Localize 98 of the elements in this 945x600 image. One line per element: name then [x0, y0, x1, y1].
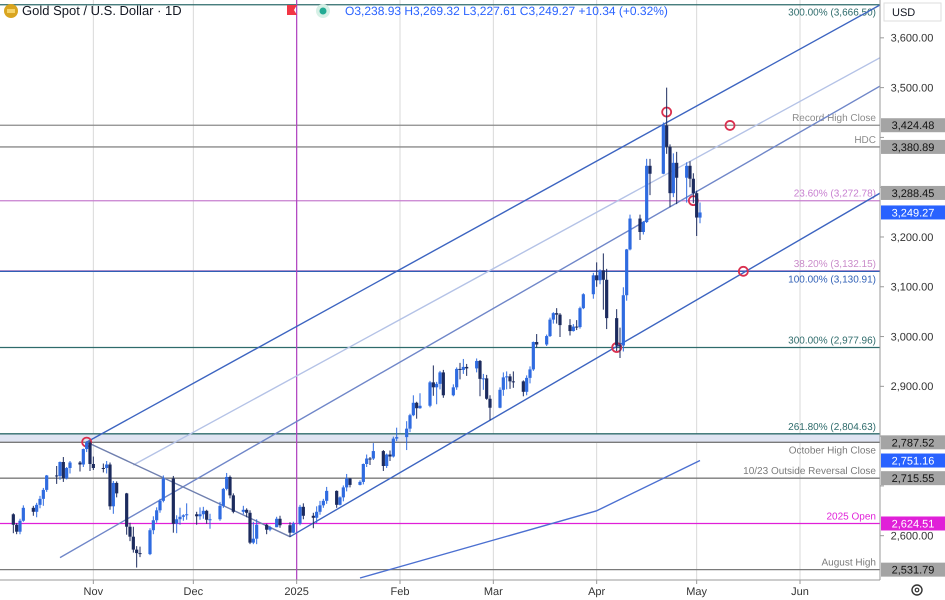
ref-line-label: August High: [822, 558, 876, 569]
candlestick: [462, 358, 465, 374]
candlestick: [508, 373, 512, 390]
candlestick: [302, 502, 305, 520]
point: [81, 436, 92, 448]
text: 2,751.16: [892, 455, 934, 468]
candlestick: [385, 453, 388, 468]
ref-line-label: HDC: [854, 134, 876, 146]
candlestick: [288, 522, 292, 538]
y-tick-label: 3,500.00: [890, 82, 934, 94]
ref-line-label: 38.20% (3,132.15): [794, 258, 876, 270]
candlestick: [522, 380, 525, 397]
x-tick-label: Feb: [390, 586, 410, 598]
candlestick: [325, 486, 328, 504]
candlestick: [388, 450, 392, 462]
candlestick: [115, 480, 118, 498]
ref-line-label: October High Close: [788, 445, 876, 456]
candlestick: [88, 440, 92, 472]
ref-line-label: 2025 Open: [826, 511, 876, 522]
candlestick: [292, 521, 295, 534]
candlestick: [195, 511, 198, 526]
y-tick-label: 3,000.00: [890, 331, 934, 344]
y-tick-label: 3,200.00: [890, 232, 934, 244]
candlestick: [512, 370, 515, 388]
x-tick-label: Jun: [791, 586, 809, 598]
candlestick: [675, 151, 678, 205]
ref-line-label: Record High Close: [792, 113, 876, 124]
point: [724, 120, 736, 131]
candlestick: [105, 460, 108, 474]
candlestick: [482, 373, 485, 390]
candlestick: [55, 465, 58, 484]
candlestick: [198, 506, 202, 520]
annotation: 2,624.51: [892, 518, 934, 530]
point: [611, 342, 622, 353]
candlestick: [698, 202, 702, 224]
candlestick: [595, 262, 598, 288]
candlestick: [428, 380, 432, 408]
candlestick: [475, 358, 478, 373]
candlestick: [335, 490, 338, 508]
chart-title: Gold Spot / U.S. Dollar · 1D: [22, 3, 182, 18]
x-tick-label: 2025: [284, 586, 309, 598]
text: 3,249.27: [892, 207, 934, 220]
ref-line-label: 100.00% (3,130.91): [788, 274, 876, 286]
annotation: 2,715.55: [892, 473, 934, 486]
chart-subtitle: O3,238.93 H3,269.32 L3,227.61 C3,249.27 +10.34 (+0.32%): [345, 4, 668, 18]
candlestick: [648, 158, 652, 196]
candlestick: [312, 512, 315, 529]
candlestick: [382, 450, 385, 472]
ref-line-label: 261.80% (2,804.63): [788, 422, 876, 433]
annotation: 3,424.48: [892, 120, 934, 132]
candlestick: [415, 401, 418, 420]
candlestick: [535, 334, 538, 348]
candlestick: [202, 506, 205, 520]
x-tick-label: Dec: [184, 586, 204, 598]
point: [738, 266, 749, 277]
candlestick: [208, 513, 212, 530]
candlestick: [205, 509, 208, 524]
ref-line-label: 23.60% (3,272.78): [794, 188, 876, 200]
candlestick: [372, 442, 375, 461]
y-tick-label: 2,900.00: [890, 381, 934, 394]
annotation: 3,380.89: [892, 142, 934, 154]
x-tick-label: Apr: [588, 586, 606, 598]
candlestick: [465, 363, 468, 376]
annotation: 3,288.45: [892, 188, 934, 200]
y-tick-label: 3,600.00: [890, 32, 934, 45]
candlestick: [592, 272, 595, 300]
ref-line-label: 10/23 Outside Reversal Close: [743, 466, 876, 478]
candlestick: [62, 456, 65, 482]
candlestick: [458, 362, 462, 380]
candlestick: [265, 523, 268, 535]
candlestick: [442, 369, 445, 398]
candlestick: [298, 504, 302, 526]
ref-line-label: 300.00% (2,977.96): [788, 336, 876, 347]
annotation: 2,787.52: [892, 437, 934, 450]
point: [661, 106, 672, 118]
candlestick: [638, 214, 642, 240]
candlestick: [32, 505, 35, 516]
x-tick-label: Mar: [484, 586, 504, 598]
candlestick: [78, 460, 82, 472]
annotation: 2,531.79: [892, 564, 934, 577]
candlestick: [685, 162, 688, 204]
candlestick: [575, 320, 578, 331]
candlestick: [252, 521, 255, 545]
candlestick: [432, 364, 435, 396]
candlestick: [58, 461, 62, 480]
x-tick-label: Nov: [84, 586, 104, 598]
candlestick: [598, 268, 602, 285]
y-tick-label: 2,600.00: [890, 530, 934, 543]
candlestick: [568, 318, 572, 336]
candlestick: [12, 512, 15, 534]
candlestick: [478, 359, 482, 397]
y-tick-label: 3,100.00: [890, 282, 934, 294]
candlestick: [255, 518, 258, 545]
y-axis-title: USD: [892, 7, 916, 19]
candlestick: [185, 502, 188, 520]
x-tick-label: May: [686, 586, 708, 598]
candlestick: [348, 477, 352, 488]
candlestick: [112, 480, 115, 514]
